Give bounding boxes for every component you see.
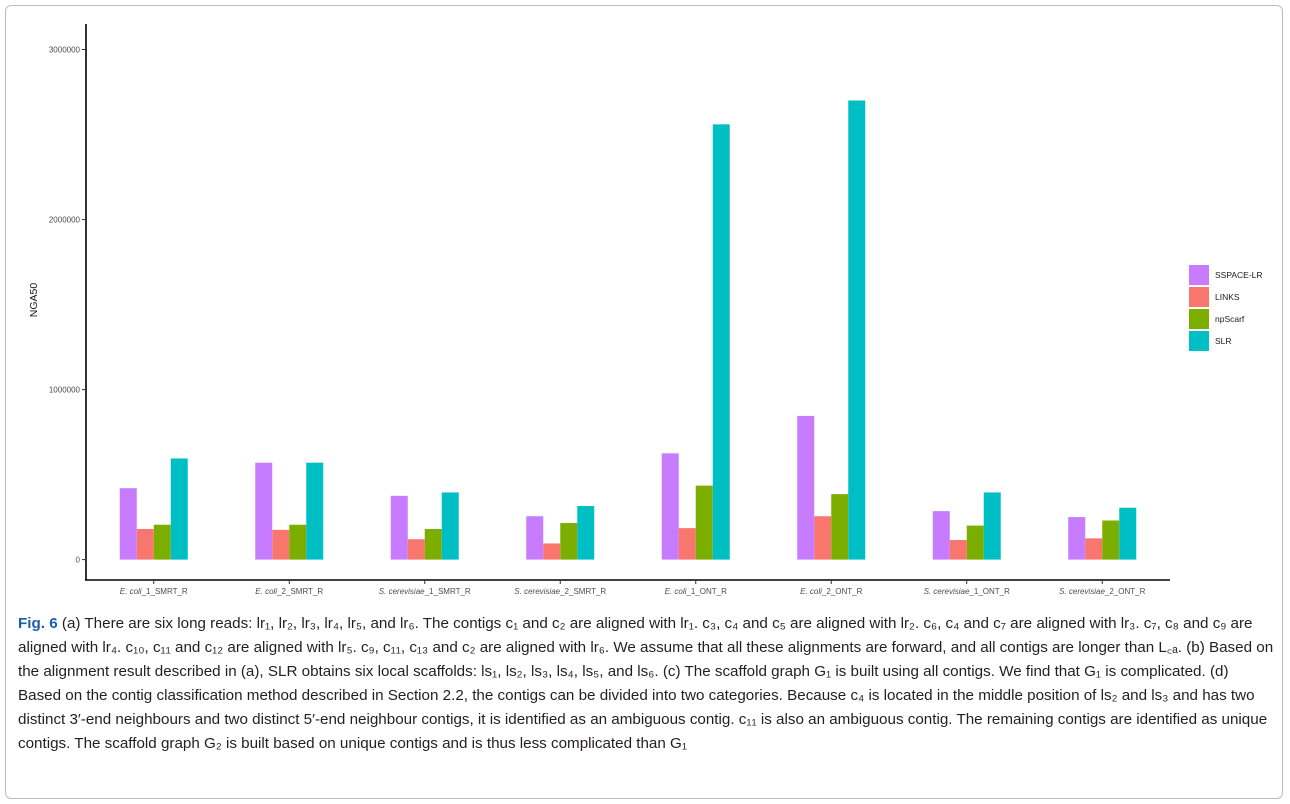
bar-slr-8 <box>1119 507 1137 560</box>
bar-slr-3 <box>441 492 459 560</box>
bar-npscarf-4 <box>560 523 578 560</box>
bar-links-2 <box>272 529 290 560</box>
bar-sspace-lr-3 <box>390 495 408 560</box>
y-tick-label: 1000000 <box>49 386 81 395</box>
bar-links-6 <box>814 516 832 560</box>
legend-label: SSPACE-LR <box>1215 270 1263 280</box>
x-tick-label: S. cerevisiae_2_ONT_R <box>1059 587 1145 596</box>
bar-npscarf-8 <box>1102 520 1120 560</box>
bar-slr-2 <box>306 462 324 560</box>
x-tick-label: E. coli_1_ONT_R <box>665 587 727 596</box>
bar-links-4 <box>543 543 561 560</box>
figure-label: Fig. 6 <box>18 615 58 632</box>
bar-links-1 <box>136 528 154 560</box>
legend-swatch-sspace-lr <box>1189 265 1209 285</box>
figure-caption: Fig. 6 (a) There are six long reads: lr₁… <box>18 612 1274 756</box>
y-tick-label: 0 <box>76 556 81 565</box>
bar-slr-4 <box>577 506 595 560</box>
legend-label: npScarf <box>1215 314 1245 324</box>
y-tick-label: 2000000 <box>49 216 81 225</box>
bar-npscarf-7 <box>966 525 984 560</box>
bar-sspace-lr-6 <box>797 415 815 560</box>
legend-swatch-slr <box>1189 331 1209 351</box>
bar-npscarf-5 <box>695 485 713 560</box>
legend-swatch-npscarf <box>1189 309 1209 329</box>
bar-sspace-lr-4 <box>526 516 544 560</box>
legend-label: LINKS <box>1215 292 1240 302</box>
legend-swatch-links <box>1189 287 1209 307</box>
y-axis-title: NGA50 <box>28 283 40 318</box>
bar-npscarf-2 <box>289 524 307 560</box>
bar-sspace-lr-2 <box>255 462 273 560</box>
bar-sspace-lr-8 <box>1068 517 1086 560</box>
bar-links-7 <box>949 540 967 560</box>
bar-slr-1 <box>170 458 188 560</box>
bar-sspace-lr-5 <box>661 453 679 560</box>
bar-slr-5 <box>712 124 730 560</box>
bar-npscarf-3 <box>424 528 442 560</box>
bar-links-8 <box>1085 538 1103 560</box>
bar-sspace-lr-7 <box>932 511 950 560</box>
figure-frame <box>5 5 1283 799</box>
bar-npscarf-1 <box>153 524 171 560</box>
y-tick-label: 3000000 <box>49 46 81 55</box>
x-tick-label: E. coli_2_ONT_R <box>800 587 862 596</box>
x-tick-label: S. cerevisiae_2_SMRT_R <box>514 587 606 596</box>
bar-sspace-lr-1 <box>119 488 137 560</box>
legend: SSPACE-LR LINKS npScarf SLR <box>1189 265 1263 351</box>
x-tick-label: S. cerevisiae_1_ONT_R <box>924 587 1010 596</box>
x-tick-label: E. coli_1_SMRT_R <box>120 587 188 596</box>
caption-text: (a) There are six long reads: lr₁, lr₂, … <box>18 615 1274 752</box>
y-ticks: 0 1000000 2000000 3000000 <box>49 46 86 565</box>
x-tick-label: S. cerevisiae_1_SMRT_R <box>379 587 471 596</box>
bar-slr-6 <box>848 100 866 560</box>
x-tick-label: E. coli_2_SMRT_R <box>255 587 323 596</box>
x-ticks: E. coli_1_SMRT_R E. coli_2_SMRT_R S. cerev… <box>120 580 1146 596</box>
bar-npscarf-6 <box>831 494 849 560</box>
bar-links-3 <box>407 539 425 560</box>
axes-layer <box>85 24 1170 581</box>
bars-layer <box>119 100 1137 560</box>
legend-label: SLR <box>1215 336 1232 346</box>
bar-links-5 <box>678 528 696 560</box>
bar-slr-7 <box>983 492 1001 560</box>
